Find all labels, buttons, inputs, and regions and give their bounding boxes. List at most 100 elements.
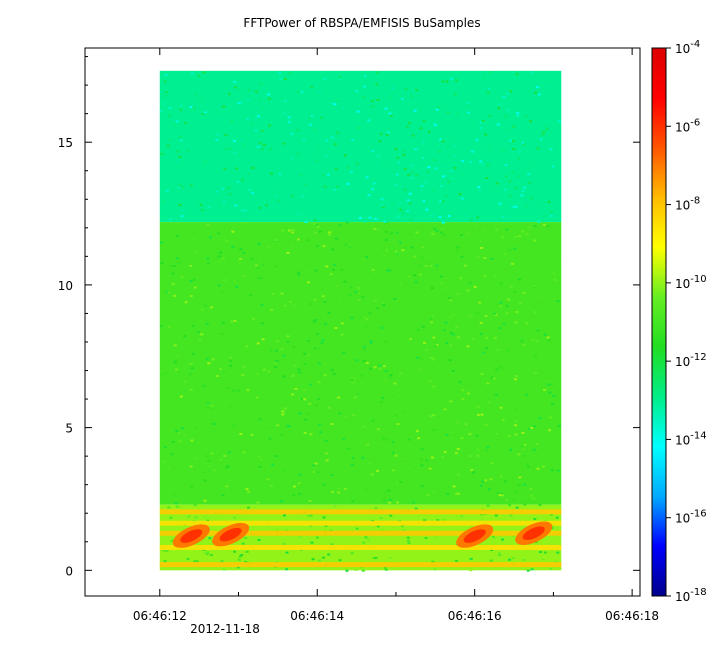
noise-pixel	[319, 431, 323, 434]
noise-pixel	[460, 437, 464, 440]
noise-pixel	[303, 363, 307, 366]
noise-pixel	[220, 560, 224, 563]
noise-pixel	[307, 339, 311, 342]
noise-pixel	[265, 204, 269, 207]
noise-pixel	[543, 551, 547, 554]
noise-pixel	[533, 225, 537, 228]
noise-pixel	[367, 538, 371, 541]
noise-pixel	[504, 175, 508, 178]
noise-pixel	[233, 280, 237, 283]
noise-pixel	[443, 450, 447, 453]
noise-pixel	[354, 291, 358, 294]
noise-pixel	[394, 414, 398, 417]
noise-pixel	[236, 180, 240, 183]
noise-pixel	[512, 498, 516, 501]
noise-pixel	[420, 464, 424, 467]
noise-pixel	[397, 161, 401, 164]
noise-pixel	[336, 262, 340, 265]
noise-pixel	[275, 239, 279, 242]
noise-pixel	[221, 257, 225, 260]
noise-pixel	[521, 78, 525, 81]
noise-pixel	[511, 171, 515, 174]
noise-pixel	[242, 251, 246, 254]
noise-pixel	[179, 110, 183, 113]
noise-pixel	[206, 402, 210, 405]
noise-pixel	[499, 417, 503, 420]
noise-pixel	[456, 336, 460, 339]
noise-pixel	[413, 89, 417, 92]
noise-pixel	[308, 117, 312, 120]
noise-pixel	[282, 514, 286, 517]
noise-pixel	[253, 240, 257, 243]
noise-pixel	[469, 557, 473, 560]
noise-pixel	[237, 101, 241, 104]
noise-pixel	[251, 166, 255, 169]
noise-pixel	[460, 71, 464, 74]
noise-pixel	[361, 295, 365, 298]
noise-pixel	[269, 148, 273, 151]
noise-pixel	[269, 349, 273, 352]
noise-pixel	[432, 490, 436, 493]
noise-pixel	[358, 291, 362, 294]
noise-pixel	[536, 329, 540, 332]
noise-pixel	[290, 393, 294, 396]
noise-pixel	[170, 453, 174, 456]
noise-pixel	[303, 389, 307, 392]
noise-pixel	[269, 308, 273, 311]
noise-pixel	[372, 182, 376, 185]
noise-pixel	[514, 235, 518, 238]
noise-pixel	[271, 463, 275, 466]
noise-pixel	[448, 297, 452, 300]
noise-pixel	[506, 108, 510, 111]
noise-pixel	[351, 380, 355, 383]
noise-pixel	[402, 149, 406, 152]
noise-pixel	[315, 159, 319, 162]
noise-pixel	[460, 197, 464, 200]
noise-pixel	[233, 86, 237, 89]
noise-pixel	[451, 333, 455, 336]
noise-pixel	[325, 459, 329, 462]
noise-pixel	[396, 482, 400, 485]
noise-pixel	[454, 559, 458, 562]
noise-pixel	[262, 368, 266, 371]
noise-pixel	[246, 118, 250, 121]
noise-pixel	[297, 271, 301, 274]
noise-pixel	[556, 551, 560, 554]
noise-pixel	[197, 331, 201, 334]
noise-pixel	[386, 131, 390, 134]
noise-pixel	[162, 102, 166, 105]
noise-pixel	[236, 566, 240, 569]
noise-pixel	[490, 462, 494, 465]
noise-pixel	[433, 227, 437, 230]
noise-pixel	[402, 153, 406, 156]
noise-pixel	[359, 354, 363, 357]
noise-pixel	[317, 145, 321, 148]
noise-pixel	[449, 331, 453, 334]
noise-pixel	[428, 380, 432, 383]
noise-pixel	[424, 536, 428, 539]
noise-pixel	[250, 122, 254, 125]
noise-pixel	[309, 303, 313, 306]
noise-pixel	[340, 268, 344, 271]
noise-pixel	[539, 138, 543, 141]
noise-pixel	[257, 538, 261, 541]
noise-pixel	[365, 176, 369, 179]
noise-pixel	[382, 304, 386, 307]
noise-pixel	[260, 304, 264, 307]
noise-pixel	[504, 116, 508, 119]
noise-pixel	[371, 100, 375, 103]
noise-pixel	[363, 345, 367, 348]
noise-pixel	[422, 140, 426, 143]
noise-pixel	[187, 515, 191, 518]
noise-pixel	[293, 432, 297, 435]
noise-pixel	[330, 543, 334, 546]
noise-pixel	[338, 76, 342, 79]
noise-pixel	[348, 307, 352, 310]
noise-pixel	[363, 75, 367, 78]
noise-pixel	[467, 111, 471, 114]
noise-pixel	[197, 74, 201, 77]
noise-pixel	[161, 201, 165, 204]
noise-pixel	[443, 518, 447, 521]
harmonic-line	[159, 530, 562, 536]
noise-pixel	[451, 140, 455, 143]
